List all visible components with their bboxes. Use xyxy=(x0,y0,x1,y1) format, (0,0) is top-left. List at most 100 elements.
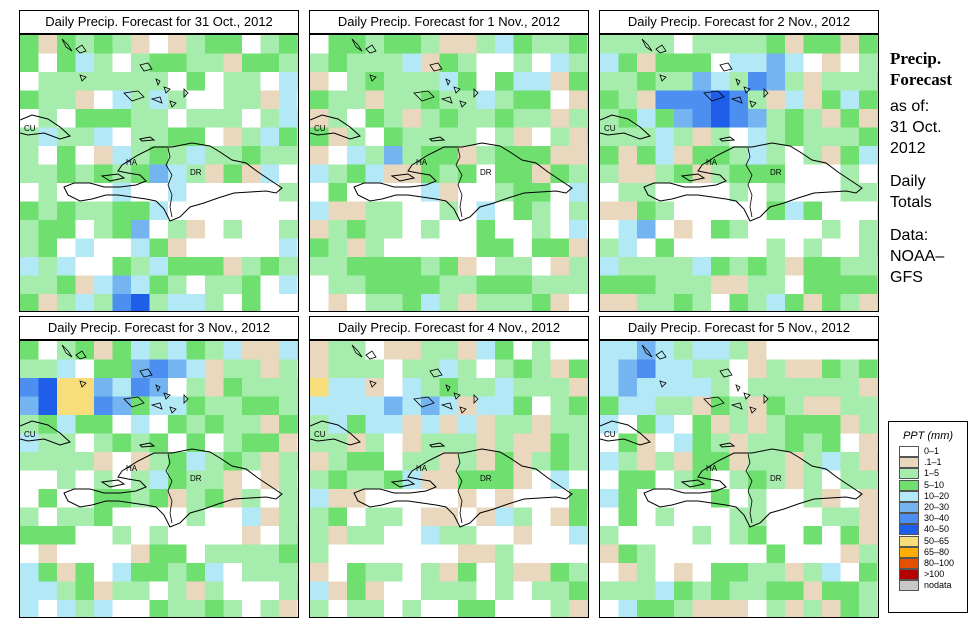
country-label-cuba: CU xyxy=(314,430,326,439)
precip-cell xyxy=(242,378,262,398)
precip-cell xyxy=(38,201,58,221)
precip-cell xyxy=(297,53,298,73)
precip-cell xyxy=(458,563,478,583)
precip-cell xyxy=(94,275,114,295)
precip-cell xyxy=(365,109,385,129)
coastline xyxy=(600,420,651,446)
precip-cell xyxy=(260,452,280,472)
precip-cell xyxy=(513,396,533,416)
island-outline xyxy=(440,402,453,410)
island-outline xyxy=(169,100,177,108)
precip-cell xyxy=(766,489,786,509)
precip-cell xyxy=(550,378,570,398)
precip-cell xyxy=(297,415,298,435)
precip-cell xyxy=(310,415,330,435)
precip-cell xyxy=(766,257,786,277)
precip-cell xyxy=(186,146,206,166)
precip-cell xyxy=(297,201,298,221)
precip-cell xyxy=(20,220,40,240)
precip-cell xyxy=(655,275,675,295)
island-outline xyxy=(123,396,145,408)
precip-cell xyxy=(476,396,496,416)
coastline xyxy=(100,479,126,488)
precip-cell xyxy=(785,90,805,110)
panel-title: Daily Precip. Forecast for 2 Nov., 2012 xyxy=(599,10,879,34)
precip-cell xyxy=(785,146,805,166)
precip-cell xyxy=(223,238,243,258)
precip-cell xyxy=(476,600,496,617)
precip-cell xyxy=(20,72,40,92)
precip-cell xyxy=(674,220,694,240)
precip-cell xyxy=(711,238,731,258)
precip-cell xyxy=(569,341,588,361)
precip-cell xyxy=(513,146,533,166)
precip-cell xyxy=(692,489,712,509)
precip-cell xyxy=(384,90,404,110)
precip-cell xyxy=(168,526,188,546)
precip-cell xyxy=(655,146,675,166)
precip-cell xyxy=(513,452,533,472)
precip-cell xyxy=(766,164,786,184)
legend-label: 20–30 xyxy=(924,501,950,512)
precip-cell xyxy=(260,257,280,277)
precip-cell xyxy=(822,359,842,379)
precip-cell xyxy=(365,526,385,546)
precip-cell xyxy=(655,257,675,277)
precip-cell xyxy=(711,275,731,295)
precip-cell xyxy=(748,109,768,129)
precip-cell xyxy=(297,452,298,472)
precip-cell xyxy=(402,238,422,258)
precip-cell xyxy=(297,183,298,203)
island-outline xyxy=(365,350,377,360)
precip-cell xyxy=(877,600,878,617)
precip-cell xyxy=(112,470,132,490)
precip-cell xyxy=(297,72,298,92)
precip-cell xyxy=(655,201,675,221)
precip-cell xyxy=(476,53,496,73)
precip-cell xyxy=(57,90,77,110)
precip-cell xyxy=(310,238,330,258)
precip-cell xyxy=(476,452,496,472)
precip-cell xyxy=(223,53,243,73)
precip-cell xyxy=(674,489,694,509)
precip-cell xyxy=(532,378,552,398)
precip-cell xyxy=(637,72,657,92)
precip-cell xyxy=(439,164,459,184)
panel-title: Daily Precip. Forecast for 5 Nov., 2012 xyxy=(599,316,879,340)
precip-cell xyxy=(168,294,188,311)
precip-cell xyxy=(618,257,638,277)
precip-cell xyxy=(38,127,58,147)
precip-cell xyxy=(260,238,280,258)
precip-cell xyxy=(365,275,385,295)
precip-cell xyxy=(384,164,404,184)
precip-cell xyxy=(279,294,298,311)
precip-cell xyxy=(421,294,441,311)
precip-cell xyxy=(785,378,805,398)
precip-cell xyxy=(840,452,860,472)
precip-cell xyxy=(859,238,878,258)
precip-cell xyxy=(458,220,478,240)
precip-cell xyxy=(637,581,657,601)
precip-cell xyxy=(495,415,515,435)
precip-cell xyxy=(803,35,823,55)
precip-cell xyxy=(803,127,823,147)
precip-cell xyxy=(223,600,243,617)
precip-cell xyxy=(131,238,151,258)
coastline xyxy=(455,453,463,524)
precip-cell xyxy=(569,396,588,416)
precip-cell xyxy=(587,201,588,221)
precip-cell xyxy=(310,433,330,453)
precip-cell xyxy=(347,396,367,416)
precip-cell xyxy=(242,35,262,55)
precip-cell xyxy=(550,470,570,490)
precip-cell xyxy=(711,220,731,240)
precip-cell xyxy=(439,359,459,379)
precip-cell xyxy=(310,220,330,240)
precip-cell xyxy=(711,146,731,166)
precip-cell xyxy=(402,183,422,203)
precip-cell xyxy=(748,72,768,92)
precip-cell xyxy=(279,507,298,527)
precip-cell xyxy=(149,220,169,240)
precip-cell xyxy=(365,183,385,203)
